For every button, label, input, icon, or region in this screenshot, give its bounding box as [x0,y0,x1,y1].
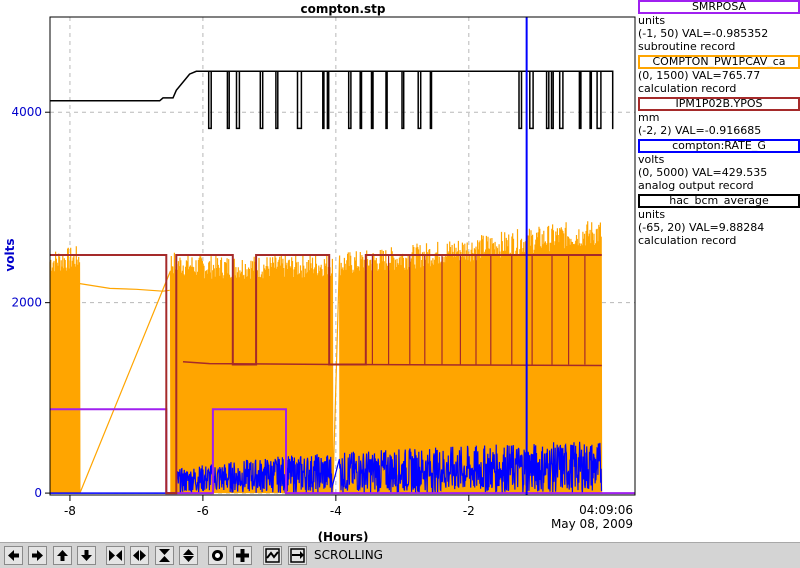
y-tick-label: 2000 [11,296,42,310]
legend-range-value: (0, 1500) VAL=765.77 [638,69,761,82]
legend-units: units [638,14,666,27]
legend-name-box[interactable]: IPM1P02B.YPOS [638,97,800,111]
scroll-icon[interactable] [288,546,307,565]
legend: SMRPOSA units (-1, 50) VAL=-0.985352 sub… [638,0,800,249]
cursor-time-label: 04:09:06 [579,503,633,517]
legend-record-type: analog output record [638,179,754,192]
legend-record-type: calculation record [638,82,737,95]
y-axis-label: volts [3,238,17,271]
legend-units: volts [638,153,665,166]
x-tick-label: -6 [197,504,209,518]
up-arrow-icon[interactable] [53,546,72,565]
legend-units: mm [638,111,660,124]
down-arrow-icon[interactable] [77,546,96,565]
legend-item-compton-rate[interactable]: compton:RATE_G volts (0, 5000) VAL=429.5… [638,139,800,192]
x-tick-label: -8 [64,504,76,518]
record-icon[interactable] [208,546,227,565]
series-compton-rate-band [175,441,603,494]
legend-range-value: (-65, 20) VAL=9.88284 [638,221,765,234]
legend-name-box[interactable]: compton:RATE_G [638,139,800,153]
legend-record-type: subroutine record [638,40,736,53]
series-hac-bcm-average [202,70,614,130]
toggle-scroll-icon[interactable] [263,546,282,565]
legend-range-value: (-2, 2) VAL=-0.916685 [638,124,762,137]
series-ipm1p02b-base [182,360,602,367]
chart-title: compton.stp [300,2,385,16]
axes: -8 -6 -4 -2 0 2000 4000 [11,105,474,518]
y-tick-label: 4000 [11,105,42,119]
series-hac-bcm-start [50,70,602,102]
right-arrow-icon[interactable] [28,546,47,565]
strip-chart: compton.stp -8 -6 -4 -2 0 2000 4000 volts (Hou… [3,2,636,542]
legend-range-value: (0, 5000) VAL=429.535 [638,166,768,179]
x-tick-label: -4 [330,504,342,518]
x-tick-label: -2 [463,504,475,518]
legend-units: units [638,208,666,221]
cursor-date-label: May 08, 2009 [551,517,633,531]
left-arrow-icon[interactable] [4,546,23,565]
legend-name-box[interactable]: COMPTON_PW1PCAV_ca [638,55,800,69]
toolbar: SCROLLING [0,542,800,568]
zoom-in-x-icon[interactable] [106,546,125,565]
scroll-status: SCROLLING [314,548,383,562]
series-layer [49,70,635,495]
legend-item-ipm1p02b[interactable]: IPM1P02B.YPOS mm (-2, 2) VAL=-0.916685 [638,97,800,137]
y-tick-label: 0 [34,486,42,500]
legend-name-box[interactable]: hac_bcm_average [638,194,800,208]
plot-frame [49,16,636,496]
legend-item-smrposa[interactable]: SMRPOSA units (-1, 50) VAL=-0.985352 sub… [638,0,800,53]
series-compton-pw1pcav-line [79,283,170,292]
zoom-in-y-icon[interactable] [155,546,174,565]
legend-item-hac-bcm[interactable]: hac_bcm_average units (-65, 20) VAL=9.88… [638,194,800,247]
zoom-out-x-icon[interactable] [130,546,149,565]
legend-name-box[interactable]: SMRPOSA [638,0,800,14]
x-axis-label: (Hours) [318,530,369,542]
legend-record-type: calculation record [638,234,737,247]
zoom-out-y-icon[interactable] [179,546,198,565]
legend-range-value: (-1, 50) VAL=-0.985352 [638,27,769,40]
legend-item-compton-pw1pcav[interactable]: COMPTON_PW1PCAV_ca (0, 1500) VAL=765.77 … [638,55,800,95]
add-icon[interactable] [233,546,252,565]
